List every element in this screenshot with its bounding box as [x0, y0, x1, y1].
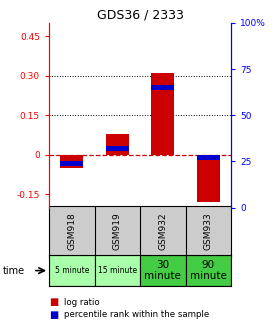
Bar	[94, 255, 140, 286]
Bar	[151, 85, 174, 90]
Text: 5 minute: 5 minute	[55, 266, 89, 275]
Text: GSM933: GSM933	[204, 213, 213, 250]
Bar	[140, 255, 185, 286]
Bar	[185, 255, 231, 286]
Text: ■: ■	[49, 298, 58, 307]
Text: 15 minute: 15 minute	[98, 266, 137, 275]
Text: ■: ■	[49, 310, 58, 319]
Text: 30
minute: 30 minute	[144, 260, 181, 282]
Text: GSM919: GSM919	[113, 213, 122, 250]
Bar	[106, 134, 129, 155]
Bar	[197, 155, 220, 160]
Text: percentile rank within the sample: percentile rank within the sample	[64, 310, 210, 319]
Bar	[49, 255, 94, 286]
Text: GSM932: GSM932	[158, 213, 167, 250]
Text: 90
minute: 90 minute	[190, 260, 227, 282]
Title: GDS36 / 2333: GDS36 / 2333	[97, 9, 183, 22]
Text: log ratio: log ratio	[64, 298, 100, 307]
Text: GSM918: GSM918	[67, 213, 76, 250]
Bar	[60, 155, 83, 168]
Bar	[197, 155, 220, 202]
Text: time: time	[3, 266, 25, 276]
Bar	[106, 146, 129, 151]
Bar	[60, 161, 83, 166]
Bar	[151, 73, 174, 155]
